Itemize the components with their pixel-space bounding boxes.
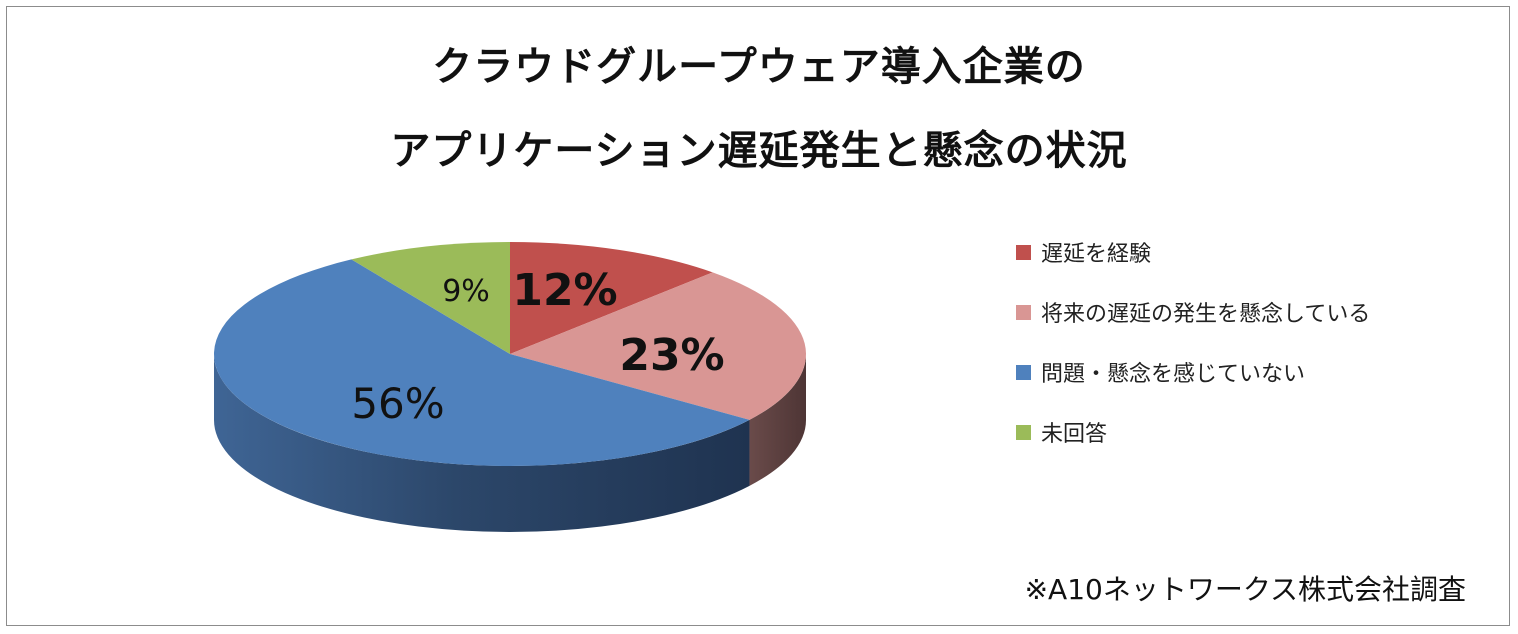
legend-swatch <box>1016 424 1031 440</box>
source-note: ※A10ネットワークス株式会社調査 <box>1024 573 1466 606</box>
legend-item-delay-experienced: 遅延を経験 <box>1016 222 1370 282</box>
legend-item-no-concern: 問題・懸念を感じていない <box>1016 342 1370 402</box>
pie-slice-no-answer <box>351 242 510 354</box>
data-label-no-answer: 9% <box>442 274 490 309</box>
legend-label: 未回答 <box>1041 422 1108 447</box>
legend-label: 将来の遅延の発生を懸念している <box>1041 302 1371 327</box>
pie-slice-delay-experienced <box>510 242 713 354</box>
legend: 遅延を経験 将来の遅延の発生を懸念している 問題・懸念を感じていない 未回答 <box>1016 222 1370 462</box>
pie-slice-no-concern <box>214 259 750 466</box>
pie-side-no-concern <box>214 354 750 533</box>
legend-swatch <box>1016 304 1031 320</box>
pie-slice-future-concern <box>510 272 807 420</box>
pie-side-future-concern <box>749 354 807 486</box>
legend-item-no-answer: 未回答 <box>1016 402 1370 462</box>
chart-title-line-2: アプリケーション遅延発生と懸念の状況 <box>390 128 1128 174</box>
legend-label: 遅延を経験 <box>1041 242 1152 267</box>
data-label-delay-experienced: 12% <box>512 265 617 316</box>
chart-title-line-1: クラウドグループウェア導入企業の <box>432 44 1086 90</box>
legend-swatch <box>1016 364 1031 380</box>
legend-item-future-concern: 将来の遅延の発生を懸念している <box>1016 282 1370 342</box>
data-label-future-concern: 23% <box>619 330 724 381</box>
data-label-no-concern: 56% <box>351 379 444 428</box>
legend-swatch <box>1016 244 1031 260</box>
legend-label: 問題・懸念を感じていない <box>1041 362 1306 387</box>
